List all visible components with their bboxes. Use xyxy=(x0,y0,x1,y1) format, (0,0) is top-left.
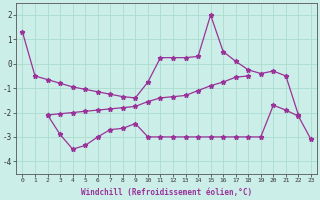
X-axis label: Windchill (Refroidissement éolien,°C): Windchill (Refroidissement éolien,°C) xyxy=(81,188,252,197)
